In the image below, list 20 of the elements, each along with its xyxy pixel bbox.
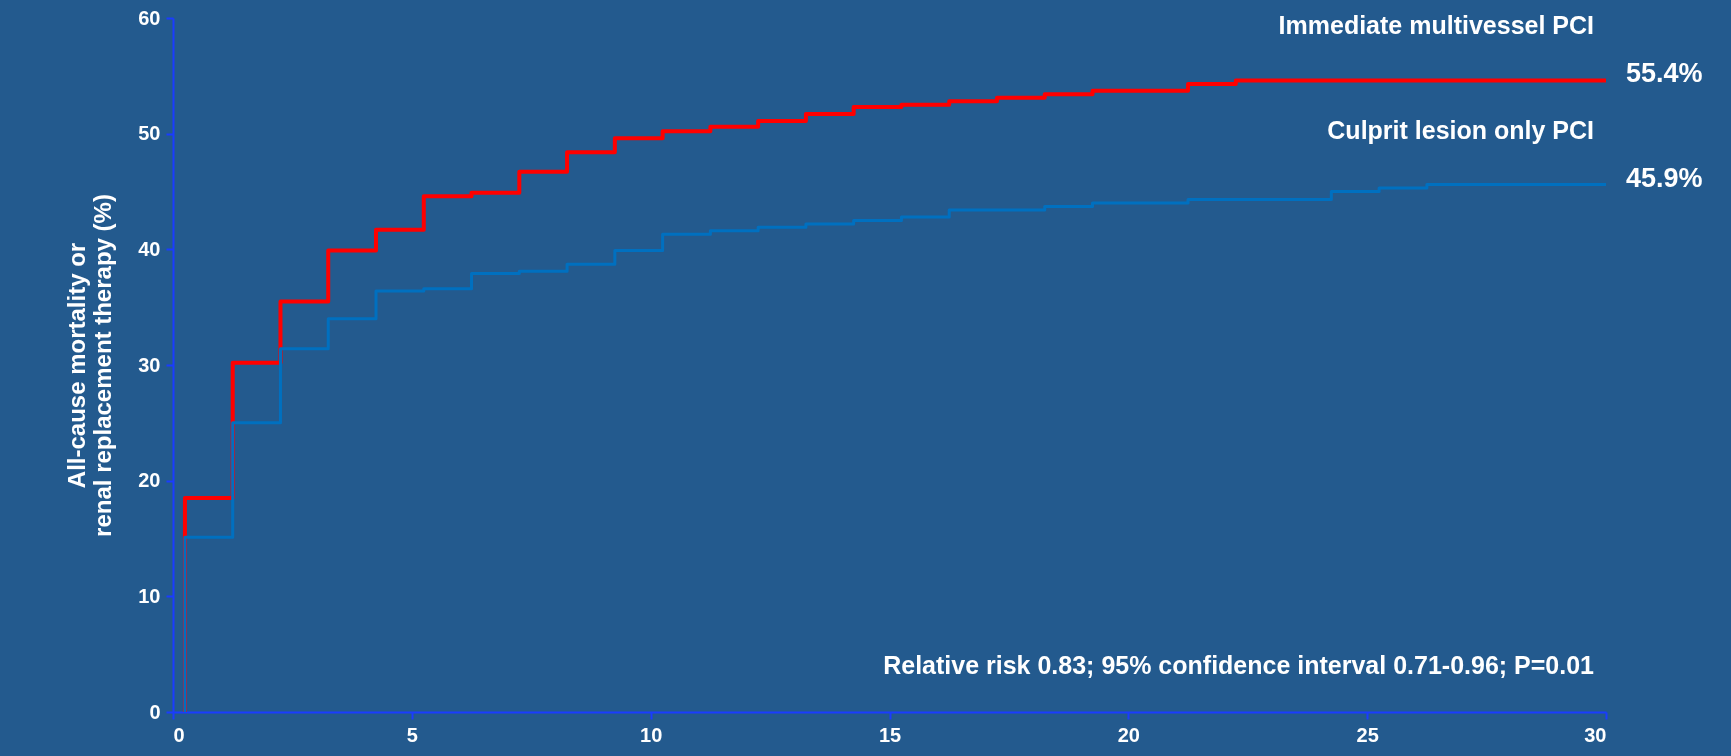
x-tick-label: 10 — [640, 723, 663, 746]
y-tick-label: 30 — [138, 353, 161, 376]
x-tick-label: 25 — [1356, 723, 1379, 746]
x-tick-label: 30 — [1584, 723, 1607, 746]
y-tick-label: 10 — [138, 584, 161, 607]
y-tick-label: 20 — [138, 469, 161, 492]
y-tick-label: 40 — [138, 237, 161, 260]
x-tick-label: 0 — [173, 723, 185, 746]
y-tick-label: 0 — [149, 700, 161, 723]
y-tick-label: 50 — [138, 122, 161, 145]
y-tick-label: 60 — [138, 6, 161, 29]
annotation: Relative risk 0.83; 95% confidence interval 0.71-0.96; P=0.01 — [883, 651, 1595, 679]
text: 45.9% — [1626, 162, 1703, 193]
x-tick-label: 20 — [1117, 723, 1140, 746]
text: 55.4% — [1626, 58, 1703, 89]
x-tick-label: 5 — [406, 723, 418, 746]
y-axis-title: All-cause mortality or renal replacement therapy (%) — [63, 194, 117, 537]
series-label: Immediate multivessel PCI — [1278, 11, 1594, 40]
x-tick-label: 15 — [878, 723, 902, 746]
series-label: Culprit lesion only PCI — [1327, 115, 1594, 144]
